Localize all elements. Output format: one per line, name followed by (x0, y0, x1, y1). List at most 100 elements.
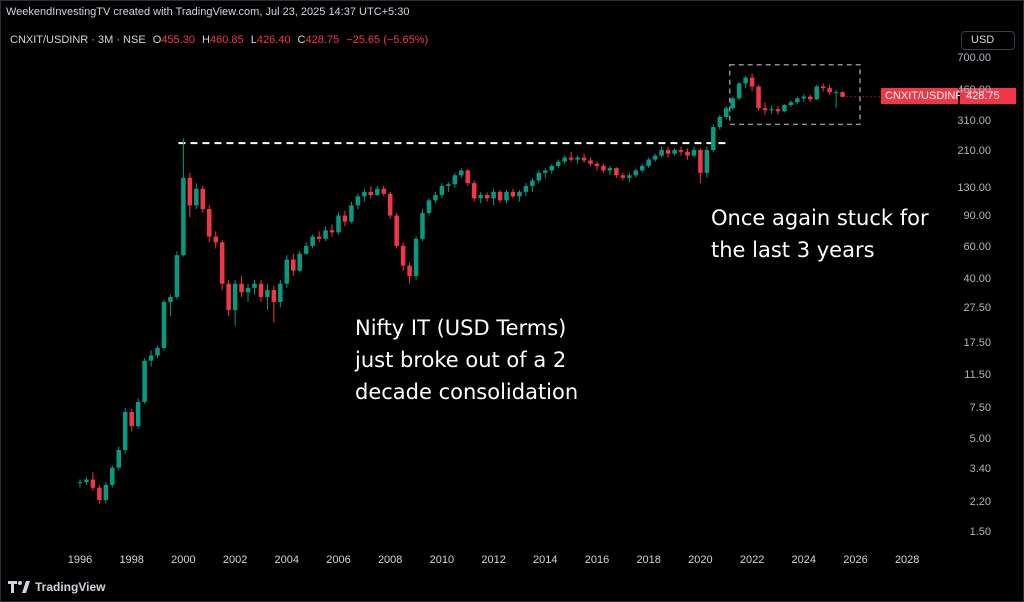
x-tick-label: 2006 (326, 554, 351, 566)
symbol-price-tag: CNXIT/USDINR (881, 88, 963, 104)
candle-body (329, 230, 335, 233)
candle-body (775, 109, 781, 112)
candle-body (122, 412, 128, 450)
candle-body (840, 92, 845, 97)
candle-body (820, 86, 826, 89)
y-tick-label: 1.50 (969, 526, 991, 538)
candle-body (316, 236, 322, 239)
candle-body (400, 245, 406, 266)
y-tick-label: 90.00 (963, 210, 991, 223)
candle-body (717, 116, 723, 127)
candle-body (278, 283, 283, 302)
candle-body (510, 191, 516, 197)
candle-body (232, 283, 238, 311)
candle-body (239, 283, 244, 293)
candle-body (155, 348, 160, 356)
candle-body (769, 109, 774, 111)
y-tick-label: 17.50 (963, 336, 991, 349)
close-value: 428.75 (305, 34, 340, 46)
y-tick-label: 2.20 (969, 496, 991, 509)
candle-body (387, 193, 393, 216)
consolidation-box (728, 63, 861, 126)
candle-body (833, 92, 839, 94)
candle-body (698, 150, 703, 173)
candle-body (549, 165, 555, 171)
candle-body (103, 484, 109, 501)
y-tick-label: 27.50 (963, 301, 991, 314)
candle-body (420, 213, 425, 239)
candle-body (284, 259, 290, 284)
candle-body (665, 150, 671, 154)
candle-body (245, 287, 251, 293)
candle-body (685, 151, 690, 156)
candle-body (161, 301, 167, 349)
candle-body (265, 290, 270, 297)
brand-label: TradingView (35, 580, 106, 594)
candle-body (323, 230, 328, 239)
candle-body (762, 108, 768, 111)
candle-body (659, 150, 664, 156)
tradingview-logo-icon (8, 581, 30, 593)
x-tick-label: 2008 (377, 554, 403, 566)
candle-body (517, 191, 522, 197)
candle-body (303, 245, 309, 254)
candle-body (795, 98, 800, 103)
currency-button[interactable]: USD (961, 31, 1015, 50)
candle-body (446, 184, 451, 186)
x-tick-label: 2022 (739, 554, 765, 566)
candle-body (568, 157, 574, 160)
candle-body (213, 236, 218, 243)
y-tick-label: 7.50 (969, 401, 991, 414)
candle-body (452, 175, 458, 185)
candle-body (730, 98, 735, 109)
candle-body (375, 188, 380, 196)
candle-body (310, 236, 315, 246)
candle-body (110, 467, 115, 485)
close-label: C (297, 34, 306, 46)
high-label: H (202, 34, 210, 46)
candle-body (497, 191, 503, 201)
candle-body (426, 200, 432, 214)
candle-body (368, 191, 374, 196)
tradingview-logo[interactable]: TradingView (8, 580, 105, 594)
high-value: 460.85 (209, 34, 244, 46)
candle-body (90, 479, 96, 488)
low-value: 426.40 (256, 34, 291, 46)
candle-body (207, 209, 212, 237)
candle-body (814, 86, 819, 100)
candle-body (749, 77, 755, 87)
candle-body (543, 170, 548, 173)
x-tick-label: 2010 (429, 554, 455, 566)
x-tick-label: 2002 (222, 554, 248, 566)
candle-body (575, 157, 580, 160)
symbol-label[interactable]: CNXIT/USDINR · 3M · NSE (10, 34, 146, 46)
candle-body (471, 183, 477, 199)
candle-body (801, 96, 807, 99)
candle-body (77, 482, 83, 484)
candle-body (491, 191, 496, 199)
candle-body (736, 83, 742, 99)
candle-body (484, 195, 490, 199)
breakout-line-2: just broke out of a 2 (355, 348, 567, 372)
x-tick-label: 2012 (481, 554, 506, 566)
candle-body (704, 150, 710, 173)
candle-body (530, 180, 535, 186)
candle-body (291, 259, 296, 271)
candle-body (342, 215, 348, 222)
candle-body (555, 161, 561, 166)
candle-body (174, 255, 180, 297)
candle-body (336, 215, 341, 233)
open-label: O (152, 34, 162, 46)
breakout-line-1: Nifty IT (USD Terms) (355, 316, 567, 340)
candle-body (194, 188, 199, 206)
candle-body (691, 150, 697, 156)
candle-body (439, 185, 445, 196)
candle-body (381, 188, 386, 194)
x-tick-label: 2004 (274, 554, 300, 566)
candle-body (97, 487, 102, 501)
candle-body (652, 155, 658, 160)
candle-body (219, 242, 225, 284)
y-tick-label: 3.40 (969, 462, 991, 475)
candle-body (129, 412, 134, 427)
